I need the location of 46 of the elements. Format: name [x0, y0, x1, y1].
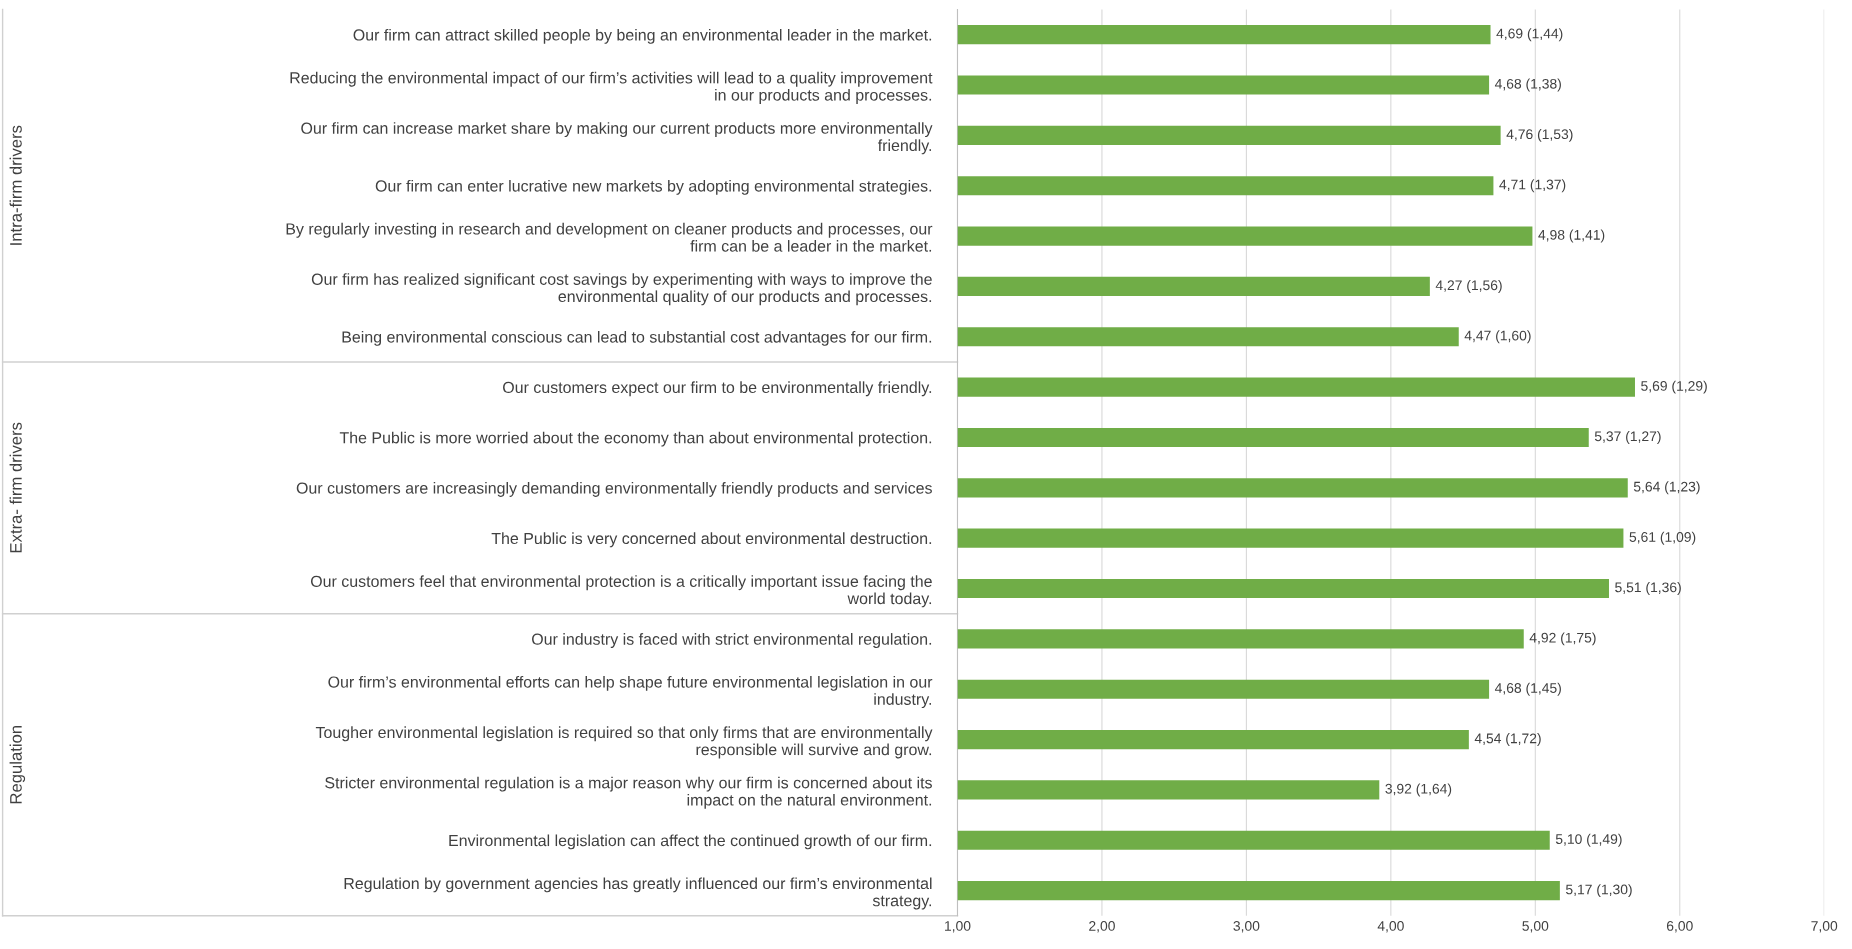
y-tick-label: Our firm can enter lucrative new markets by adopting environmental strategies. — [375, 179, 932, 195]
data-label: 4,68 (1,38) — [1494, 78, 1561, 92]
data-label: 4,47 (1,60) — [1464, 330, 1531, 344]
y-tick-label: Our firm has realized significant cost savings by experimenting with ways to improve the environmental quality of our products and processes. — [311, 273, 932, 306]
y-tick-label: Tougher environmental legislation is required so that only firms that are environmentally responsible will survive and grow. — [315, 726, 933, 759]
data-label: 5,61 (1,09) — [1629, 531, 1696, 545]
x-tick-label: 1,00 — [945, 921, 971, 933]
data-label: 5,64 (1,23) — [1633, 481, 1700, 495]
y-tick-label: Our customers expect our firm to be environmentally friendly. — [503, 381, 932, 397]
y-tick-label: Our customers are increasingly demanding environmentally friendly products and services — [296, 482, 932, 497]
x-tick-label: 6,00 — [1666, 921, 1693, 933]
y-tick-label: Our firm can attract skilled people by being an environmental leader in the market. — [353, 28, 932, 44]
x-tick-label: 7,00 — [1811, 921, 1838, 933]
y-tick-label: Our firm can increase market share by making our current products more environmentally friendly. — [301, 122, 933, 155]
data-label: 4,69 (1,44) — [1496, 28, 1563, 42]
text: Regulation — [9, 725, 26, 804]
x-tick-label: 2,00 — [1089, 921, 1115, 933]
y-tick-label: Stricter environmental regulation is a major reason why our firm is concerned about its impact on the natural environment. — [325, 776, 932, 809]
data-label: 4,98 (1,41) — [1538, 229, 1605, 243]
data-label: 5,69 (1,29) — [1641, 380, 1707, 394]
y-tick-label: Regulation by government agencies has greatly influenced our firm’s environmental strategy. — [344, 877, 932, 910]
y-tick-label: Our customers feel that environmental protection is a critically important issue facing the world today. — [310, 575, 932, 608]
x-tick-label: 4,00 — [1377, 921, 1404, 933]
data-label: 4,71 (1,37) — [1499, 179, 1566, 193]
data-label: 5,10 (1,49) — [1555, 833, 1622, 847]
y-tick-label: Reducing the environmental impact of our firm’s activities will lead to a quality improvement in our products and processes. — [290, 71, 933, 104]
y-tick-label: The Public is more worried about the economy than about environmental protection. — [339, 431, 932, 447]
y-tick-label: Being environmental conscious can lead to substantial cost advantages for our firm. — [342, 330, 932, 346]
x-tick-label: 5,00 — [1522, 921, 1549, 933]
data-label: 4,54 (1,72) — [1474, 733, 1541, 747]
y-tick-label: Our firm’s environmental efforts can help shape future environmental legislation in our industry. — [328, 675, 933, 709]
data-label: 5,37 (1,27) — [1594, 430, 1661, 444]
data-label: 5,51 (1,36) — [1615, 582, 1681, 595]
x-tick-label: 3,00 — [1233, 921, 1260, 933]
data-label: 4,27 (1,56) — [1435, 279, 1502, 293]
data-label: 4,76 (1,53) — [1506, 128, 1573, 142]
text: Intra-firm drivers — [9, 125, 22, 245]
data-label: 4,92 (1,75) — [1529, 632, 1596, 646]
text: Extra- firm drivers — [9, 422, 22, 553]
y-tick-label: The Public is very concerned about environmental destruction. — [491, 532, 932, 548]
data-label: 5,17 (1,30) — [1565, 884, 1632, 898]
y-tick-label: Environmental legislation can affect the continued growth of our firm. — [449, 834, 932, 850]
data-label: 4,68 (1,45) — [1494, 682, 1561, 696]
data-label: 3,92 (1,64) — [1385, 783, 1452, 797]
y-tick-label: By regularly investing in research and development on cleaner products and processes, our firm can be a leader in the market. — [286, 222, 933, 252]
y-tick-label: Our industry is faced with strict environmental regulation. — [532, 633, 932, 648]
